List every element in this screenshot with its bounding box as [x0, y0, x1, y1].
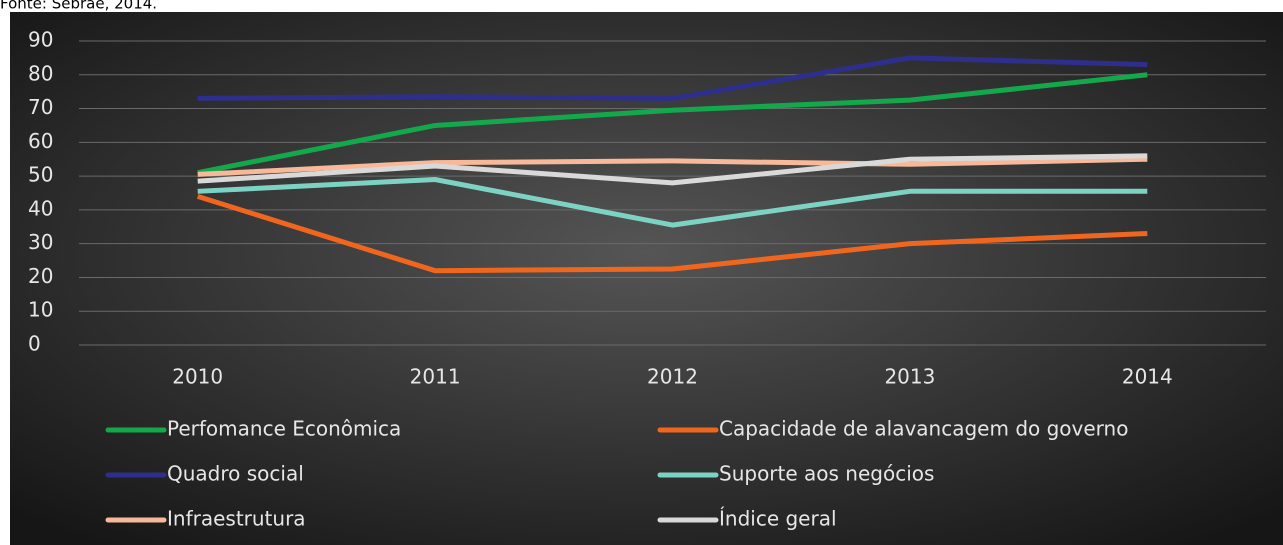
y-tick-label: 50 — [28, 163, 53, 187]
y-tick-label: 60 — [28, 129, 53, 153]
y-tick-label: 10 — [28, 298, 53, 322]
series-line — [197, 176, 1148, 228]
chart-background — [10, 12, 1283, 545]
y-tick-label: 30 — [28, 230, 53, 254]
y-tick-label: 90 — [28, 28, 53, 52]
series-line — [197, 55, 1148, 101]
legend-label: Suporte aos negócios — [719, 462, 934, 486]
y-tick-label: 0 — [28, 332, 41, 356]
x-tick-label: 2014 — [1122, 365, 1173, 389]
series-line — [197, 156, 1148, 177]
y-tick-label: 80 — [28, 61, 53, 85]
x-tick-label: 2011 — [410, 365, 461, 389]
series-line — [197, 72, 1148, 176]
series-line — [196, 193, 1148, 274]
legend-label: Perfomance Econômica — [167, 417, 401, 441]
x-tick-label: 2010 — [172, 365, 223, 389]
x-tick-label: 2012 — [647, 365, 698, 389]
source-note: Fonte: Sebrae, 2014. — [0, 0, 157, 13]
x-tick-label: 2013 — [884, 365, 935, 389]
y-tick-label: 20 — [28, 264, 53, 288]
legend-label: Quadro social — [167, 462, 304, 486]
legend-label: Capacidade de alavancagem do governo — [719, 417, 1128, 441]
legend-label: Infraestrutura — [167, 507, 306, 531]
y-tick-label: 40 — [28, 196, 53, 220]
y-tick-label: 70 — [28, 95, 53, 119]
legend-label: Índice geral — [719, 507, 837, 531]
series-line — [197, 153, 1148, 186]
